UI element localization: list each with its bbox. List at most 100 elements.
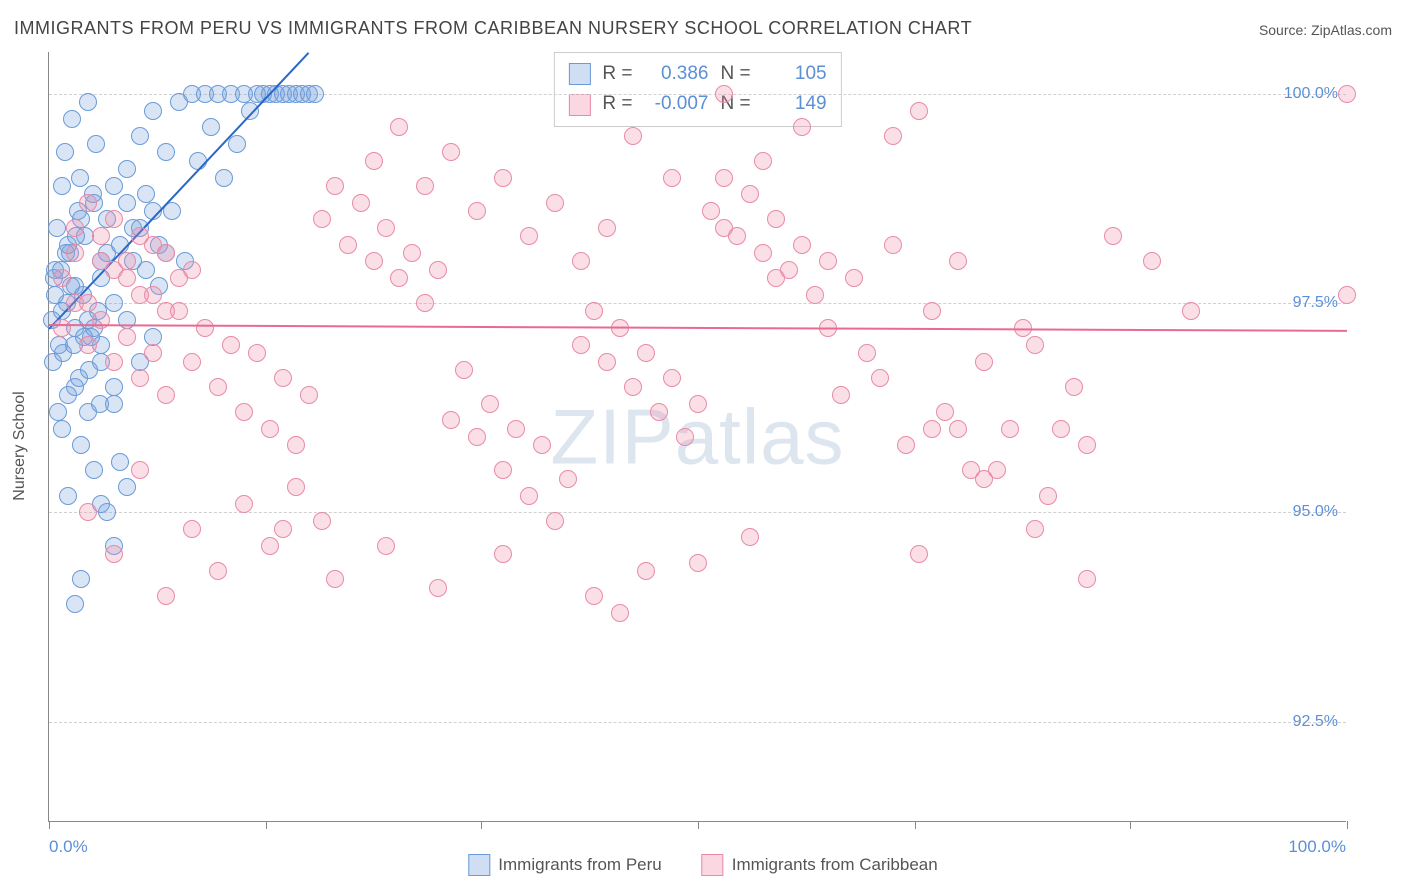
data-point bbox=[377, 219, 395, 237]
data-point bbox=[546, 512, 564, 530]
data-point bbox=[261, 537, 279, 555]
data-point bbox=[111, 453, 129, 471]
legend-swatch bbox=[568, 94, 590, 116]
data-point bbox=[170, 302, 188, 320]
data-point bbox=[546, 194, 564, 212]
data-point bbox=[157, 386, 175, 404]
source-link[interactable]: ZipAtlas.com bbox=[1311, 22, 1392, 38]
data-point bbox=[936, 403, 954, 421]
data-point bbox=[572, 252, 590, 270]
data-point bbox=[754, 244, 772, 262]
data-point bbox=[287, 436, 305, 454]
data-point bbox=[53, 269, 71, 287]
data-point bbox=[507, 420, 525, 438]
data-point bbox=[689, 554, 707, 572]
data-point bbox=[923, 420, 941, 438]
x-tick bbox=[49, 821, 50, 829]
data-point bbox=[754, 152, 772, 170]
x-tick bbox=[481, 821, 482, 829]
data-point bbox=[196, 319, 214, 337]
data-point bbox=[144, 286, 162, 304]
data-point bbox=[339, 236, 357, 254]
data-point bbox=[313, 210, 331, 228]
data-point bbox=[1143, 252, 1161, 270]
data-point bbox=[494, 545, 512, 563]
data-point bbox=[365, 152, 383, 170]
data-point bbox=[897, 436, 915, 454]
data-point bbox=[118, 269, 136, 287]
data-point bbox=[209, 378, 227, 396]
chart-title: IMMIGRANTS FROM PERU VS IMMIGRANTS FROM … bbox=[14, 18, 972, 39]
x-tick bbox=[1130, 821, 1131, 829]
data-point bbox=[637, 344, 655, 362]
data-point bbox=[274, 520, 292, 538]
y-axis-title: Nursery School bbox=[11, 391, 29, 500]
data-point bbox=[118, 160, 136, 178]
data-point bbox=[49, 403, 67, 421]
data-point bbox=[598, 353, 616, 371]
data-point bbox=[767, 210, 785, 228]
x-tick bbox=[915, 821, 916, 829]
data-point bbox=[66, 244, 84, 262]
data-point bbox=[468, 202, 486, 220]
x-tick bbox=[1347, 821, 1348, 829]
data-point bbox=[71, 169, 89, 187]
data-point bbox=[183, 353, 201, 371]
gridline bbox=[49, 722, 1346, 723]
data-point bbox=[105, 294, 123, 312]
data-point bbox=[48, 219, 66, 237]
data-point bbox=[884, 127, 902, 145]
x-axis-label-left: 0.0% bbox=[49, 837, 88, 857]
data-point bbox=[209, 562, 227, 580]
data-point bbox=[741, 185, 759, 203]
data-point bbox=[1078, 570, 1096, 588]
data-point bbox=[300, 386, 318, 404]
data-point bbox=[494, 461, 512, 479]
data-point bbox=[59, 386, 77, 404]
data-point bbox=[118, 252, 136, 270]
data-point bbox=[105, 353, 123, 371]
data-point bbox=[572, 336, 590, 354]
source-prefix: Source: bbox=[1259, 22, 1311, 38]
data-point bbox=[313, 512, 331, 530]
data-point bbox=[91, 395, 109, 413]
data-point bbox=[157, 143, 175, 161]
data-point bbox=[53, 420, 71, 438]
data-point bbox=[1182, 302, 1200, 320]
data-point bbox=[663, 169, 681, 187]
data-point bbox=[910, 102, 928, 120]
legend-swatch bbox=[468, 854, 490, 876]
data-point bbox=[403, 244, 421, 262]
data-point bbox=[494, 169, 512, 187]
data-point bbox=[598, 219, 616, 237]
data-point bbox=[326, 177, 344, 195]
data-point bbox=[1001, 420, 1019, 438]
data-point bbox=[80, 361, 98, 379]
data-point bbox=[702, 202, 720, 220]
data-point bbox=[1052, 420, 1070, 438]
y-tick-label: 95.0% bbox=[1293, 503, 1338, 521]
data-point bbox=[63, 110, 81, 128]
regression-line bbox=[49, 324, 1347, 332]
correlation-stats-box: R =0.386N =105R =-0.007N =149 bbox=[553, 52, 841, 127]
gridline bbox=[49, 303, 1346, 304]
data-point bbox=[429, 579, 447, 597]
legend-bottom: Immigrants from PeruImmigrants from Cari… bbox=[468, 854, 937, 876]
data-point bbox=[1338, 286, 1356, 304]
data-point bbox=[105, 210, 123, 228]
data-point bbox=[87, 135, 105, 153]
data-point bbox=[715, 169, 733, 187]
data-point bbox=[66, 595, 84, 613]
data-point bbox=[105, 177, 123, 195]
data-point bbox=[241, 102, 259, 120]
data-point bbox=[274, 369, 292, 387]
data-point bbox=[261, 420, 279, 438]
data-point bbox=[637, 562, 655, 580]
data-point bbox=[92, 227, 110, 245]
legend-swatch bbox=[702, 854, 724, 876]
stat-r-value: 0.386 bbox=[645, 59, 709, 89]
data-point bbox=[442, 411, 460, 429]
data-point bbox=[1065, 378, 1083, 396]
x-axis-label-right: 100.0% bbox=[1288, 837, 1346, 857]
data-point bbox=[442, 143, 460, 161]
